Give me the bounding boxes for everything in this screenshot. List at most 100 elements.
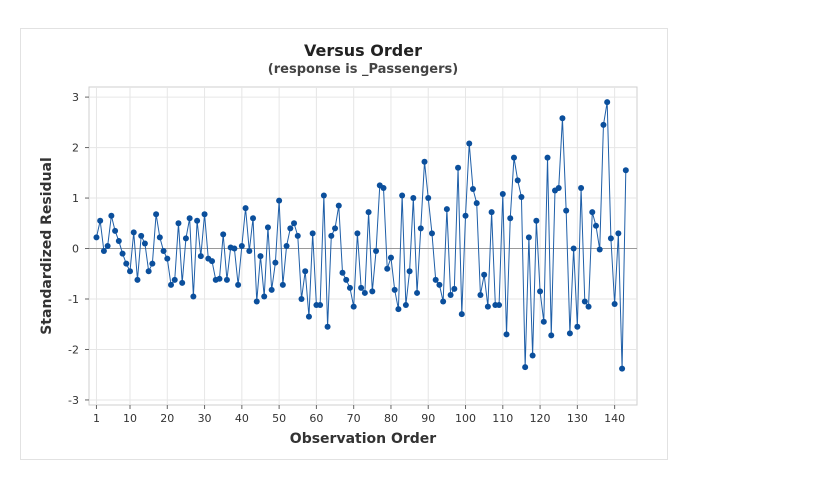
data-point bbox=[257, 253, 264, 260]
data-point bbox=[335, 202, 342, 209]
data-point bbox=[302, 268, 309, 275]
data-point bbox=[138, 232, 145, 239]
data-point bbox=[261, 293, 268, 300]
data-point bbox=[563, 207, 570, 214]
data-point bbox=[343, 276, 350, 283]
data-point bbox=[253, 298, 260, 305]
data-point bbox=[153, 211, 160, 218]
data-point bbox=[432, 276, 439, 283]
data-point bbox=[395, 306, 402, 313]
data-point bbox=[168, 281, 175, 288]
x-tick-label: 1 bbox=[93, 412, 100, 425]
data-point bbox=[179, 279, 186, 286]
data-point bbox=[145, 268, 152, 275]
data-point bbox=[611, 301, 618, 308]
y-tick-label: -2 bbox=[68, 343, 79, 356]
data-point bbox=[555, 184, 562, 191]
data-point bbox=[585, 303, 592, 310]
data-point bbox=[108, 212, 115, 219]
data-point bbox=[119, 250, 126, 257]
data-point bbox=[123, 260, 130, 267]
data-point bbox=[440, 298, 447, 305]
x-axis-ticks: 1 10 20 30 40 50 60 70 80 90 100 110 120 130 140 bbox=[93, 405, 625, 425]
data-point bbox=[604, 99, 611, 106]
data-point bbox=[581, 298, 588, 305]
y-axis-title: Standardized Residual bbox=[39, 157, 55, 335]
data-point bbox=[115, 237, 122, 244]
data-point bbox=[272, 259, 279, 266]
y-tick-label: -1 bbox=[68, 293, 79, 306]
data-point bbox=[127, 268, 134, 275]
x-tick-label: 40 bbox=[235, 412, 249, 425]
data-point bbox=[134, 276, 141, 283]
data-point bbox=[477, 291, 484, 298]
data-point bbox=[365, 209, 372, 216]
residual-versus-order-chart: 1 10 20 30 40 50 60 70 80 90 100 110 120 130 140 -3-2-… bbox=[39, 41, 638, 447]
data-point bbox=[436, 281, 443, 288]
data-point bbox=[298, 296, 305, 302]
data-point bbox=[473, 200, 480, 207]
data-point bbox=[514, 177, 521, 184]
x-tick-label: 30 bbox=[198, 412, 212, 425]
data-point bbox=[309, 230, 316, 237]
data-point bbox=[421, 158, 428, 165]
data-point bbox=[339, 269, 346, 276]
data-point bbox=[201, 211, 208, 218]
data-point bbox=[164, 255, 171, 262]
data-point bbox=[250, 215, 257, 222]
x-tick-label: 70 bbox=[347, 412, 361, 425]
data-point bbox=[510, 154, 517, 161]
data-point bbox=[559, 115, 566, 122]
x-tick-label: 120 bbox=[530, 412, 551, 425]
data-point bbox=[171, 276, 178, 283]
data-point bbox=[507, 215, 514, 222]
data-point bbox=[373, 248, 380, 255]
data-point bbox=[231, 245, 238, 252]
data-point bbox=[332, 225, 339, 232]
data-point bbox=[287, 225, 294, 232]
x-tick-label: 130 bbox=[567, 412, 588, 425]
data-point bbox=[529, 352, 536, 359]
y-tick-label: 2 bbox=[72, 142, 79, 155]
data-point bbox=[391, 286, 398, 293]
data-point bbox=[350, 303, 357, 310]
data-point bbox=[175, 220, 182, 227]
data-point bbox=[317, 302, 324, 309]
chart-frame: 1 10 20 30 40 50 60 70 80 90 100 110 120 130 140 -3 -2-… bbox=[20, 28, 668, 460]
data-point bbox=[182, 235, 189, 242]
data-point bbox=[130, 229, 137, 236]
data-point bbox=[417, 225, 424, 232]
data-point bbox=[544, 154, 551, 161]
x-tick-label: 90 bbox=[421, 412, 435, 425]
data-point bbox=[619, 365, 626, 372]
data-point bbox=[294, 232, 301, 239]
data-point bbox=[354, 230, 361, 237]
data-point bbox=[537, 288, 544, 295]
data-point bbox=[380, 184, 387, 191]
data-point bbox=[578, 184, 585, 191]
data-point bbox=[264, 224, 271, 231]
x-tick-label: 100 bbox=[455, 412, 476, 425]
x-tick-label: 60 bbox=[309, 412, 323, 425]
data-point bbox=[600, 121, 607, 128]
data-point bbox=[194, 217, 201, 224]
data-point bbox=[481, 271, 488, 278]
data-point bbox=[622, 167, 629, 174]
data-point bbox=[540, 318, 547, 325]
data-point bbox=[566, 330, 573, 337]
data-point bbox=[399, 192, 406, 199]
data-point bbox=[484, 303, 491, 310]
data-point bbox=[328, 232, 335, 239]
data-point bbox=[346, 284, 353, 291]
data-point bbox=[443, 206, 450, 213]
data-point bbox=[496, 302, 503, 309]
chart-title: Versus Order bbox=[304, 41, 422, 60]
data-point bbox=[324, 323, 331, 330]
data-point bbox=[615, 230, 622, 237]
data-point bbox=[235, 281, 242, 288]
data-point bbox=[469, 185, 476, 192]
data-point bbox=[428, 230, 435, 237]
data-point bbox=[141, 240, 148, 247]
data-point bbox=[268, 286, 275, 293]
data-point bbox=[283, 243, 290, 249]
